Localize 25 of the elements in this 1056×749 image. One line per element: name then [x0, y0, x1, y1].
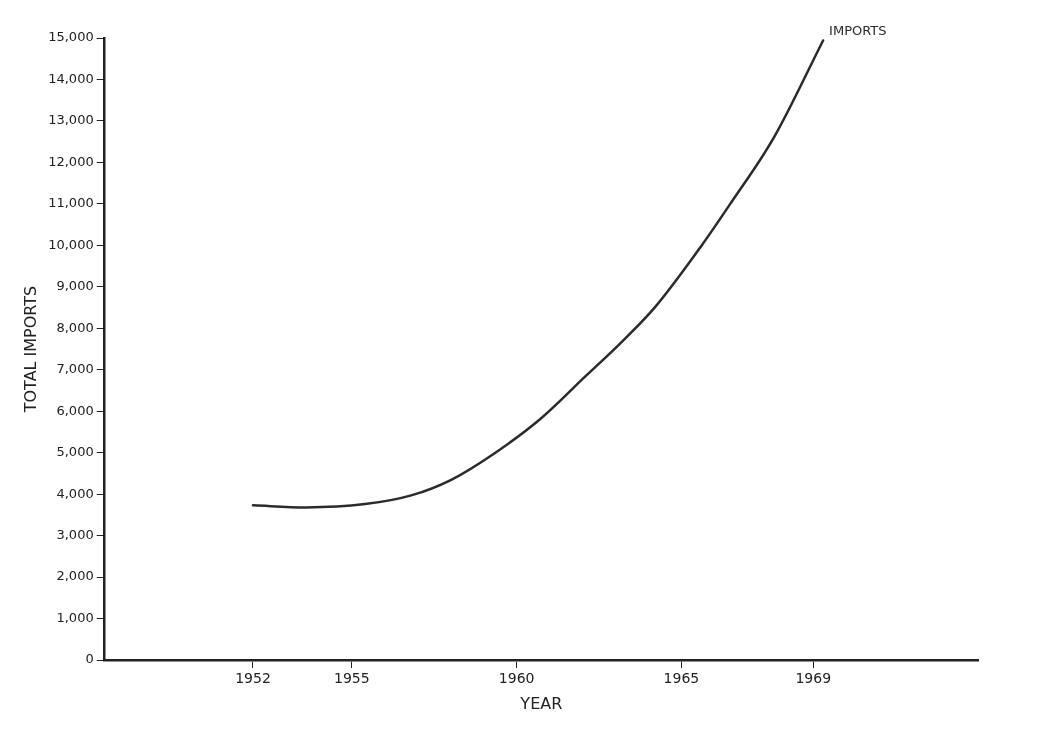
y-tick-label: 13,000 [48, 112, 94, 128]
x-tick-label: 1960 [498, 670, 535, 687]
y-tick-label: 3,000 [56, 526, 94, 542]
x-tick-label: 1955 [334, 670, 370, 687]
y-axis-title: TOTAL IMPORTS [20, 285, 40, 414]
y-tick-label: 1,000 [56, 609, 94, 625]
y-tick-label: 14,000 [48, 70, 94, 86]
x-tick-label: 1965 [663, 670, 700, 687]
y-tick-label: 9,000 [56, 278, 94, 294]
y-tick-label: 5,000 [56, 444, 94, 460]
series-label: IMPORTS [829, 23, 887, 39]
x-tick-label: 1969 [795, 670, 832, 687]
y-tick-label: 15,000 [48, 29, 94, 45]
y-tick-label: 2,000 [56, 568, 94, 584]
y-tick-label: 6,000 [56, 402, 94, 418]
y-tick-label: 11,000 [48, 195, 94, 211]
y-tick-label: 7,000 [56, 361, 94, 377]
y-tick-label: 4,000 [56, 485, 94, 501]
line-series [251, 39, 825, 509]
y-tick-label: 12,000 [48, 153, 94, 169]
y-tick-label: 0 [85, 651, 94, 667]
x-axis-title: YEAR [519, 693, 563, 713]
x-tick-label: 1952 [235, 670, 271, 687]
y-tick-label: 10,000 [48, 236, 94, 252]
y-tick-label: 8,000 [56, 319, 94, 335]
